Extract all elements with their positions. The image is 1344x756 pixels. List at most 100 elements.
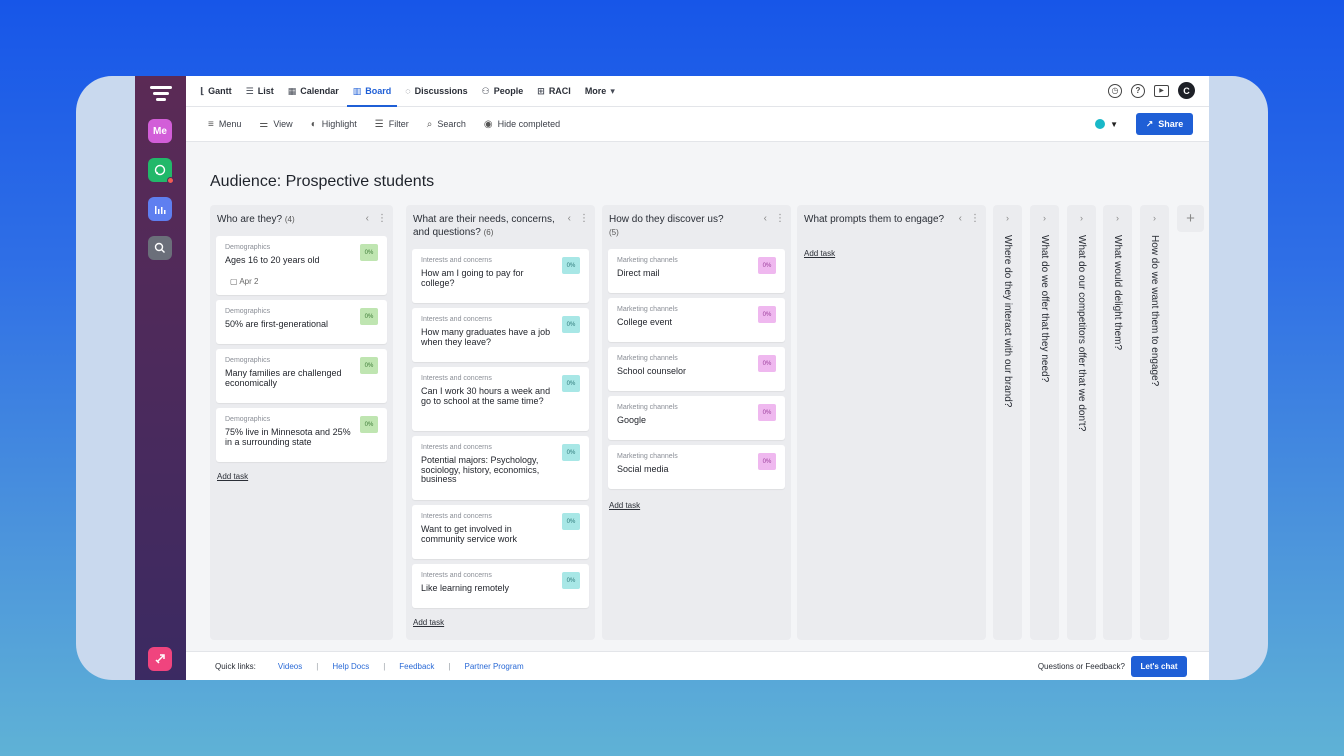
sidebar-chat-button[interactable] <box>148 158 174 184</box>
footer-link-feedback[interactable]: Feedback <box>399 661 435 671</box>
share-button[interactable]: ↗ Share <box>1136 113 1193 135</box>
task-card[interactable]: Interests and concerns Want to get invol… <box>412 505 589 559</box>
topnav-actions: ◷ ? ▶ C <box>1108 82 1195 99</box>
column-header: How do they discover us? (5) <box>609 213 755 239</box>
chevron-right-icon[interactable]: › <box>1153 213 1156 223</box>
collapsed-column[interactable]: › How do we want them to engage? <box>1140 205 1169 640</box>
progress-badge[interactable]: 0% <box>562 257 580 274</box>
footer-link-videos[interactable]: Videos <box>277 661 303 671</box>
progress-badge[interactable]: 0% <box>360 416 378 433</box>
progress-badge[interactable]: 0% <box>758 453 776 470</box>
collapse-icon[interactable]: ‹ <box>958 213 962 224</box>
task-card[interactable]: Interests and concerns How am I going to… <box>412 249 589 303</box>
collapsed-column[interactable]: › What would delight them? <box>1103 205 1132 640</box>
more-options-icon[interactable]: ⋮ <box>970 213 980 224</box>
footer-link-partner-program[interactable]: Partner Program <box>464 661 524 671</box>
add-task-link[interactable]: Add task <box>804 249 836 258</box>
task-card[interactable]: Marketing channels Google 0% <box>608 396 785 440</box>
task-card[interactable]: Marketing channels College event 0% <box>608 298 785 342</box>
chevron-right-icon[interactable]: › <box>1006 213 1009 223</box>
column-header: Who are they? (4) <box>217 213 357 226</box>
progress-badge[interactable]: 0% <box>758 404 776 421</box>
tab-list[interactable]: ☰ List <box>246 76 274 107</box>
timer-icon[interactable]: ◷ <box>1108 83 1122 98</box>
view-button[interactable]: ⚌ View <box>259 119 292 130</box>
video-icon[interactable]: ▶ <box>1154 84 1169 97</box>
sidebar-me-button[interactable]: Me <box>148 119 172 143</box>
tab-raci[interactable]: ⊞ RACI <box>537 76 571 107</box>
menu-button[interactable]: ≡ Menu <box>208 119 241 130</box>
lets-chat-button[interactable]: Let's chat <box>1131 656 1187 677</box>
collapse-icon[interactable]: ‹ <box>763 213 767 224</box>
task-card[interactable]: Demographics Many families are challenge… <box>216 349 387 403</box>
share-label: Share <box>1158 119 1184 129</box>
chevron-right-icon[interactable]: › <box>1043 213 1046 223</box>
screenshot-frame: Me ⌊ Gantt ☰ List ▦ Calendar ▥ Board ◌ <box>76 76 1268 680</box>
more-options-icon[interactable]: ⋮ <box>775 213 785 224</box>
task-card[interactable]: Marketing channels Social media 0% <box>608 445 785 489</box>
collapse-icon[interactable]: ‹ <box>365 213 369 224</box>
sidebar-reports-button[interactable] <box>148 197 172 221</box>
task-card[interactable]: Demographics Ages 16 to 20 years old 0% … <box>216 236 387 295</box>
tab-discussions[interactable]: ◌ Discussions <box>405 76 467 107</box>
add-task-link[interactable]: Add task <box>217 472 249 481</box>
chevron-right-icon[interactable]: › <box>1116 213 1119 223</box>
task-card[interactable]: Interests and concerns Like learning rem… <box>412 564 589 608</box>
app-window: Me ⌊ Gantt ☰ List ▦ Calendar ▥ Board ◌ <box>135 76 1209 680</box>
add-task-link[interactable]: Add task <box>413 618 445 627</box>
card-category: Marketing channels <box>617 355 678 362</box>
chevron-right-icon[interactable]: › <box>1080 213 1083 223</box>
board-icon: ▥ <box>352 85 362 96</box>
sidebar-launch-button[interactable] <box>148 647 172 671</box>
help-icon[interactable]: ? <box>1131 83 1145 98</box>
collapse-icon[interactable]: ‹ <box>567 213 571 224</box>
progress-badge[interactable]: 0% <box>360 244 378 261</box>
tab-board[interactable]: ▥ Board <box>346 76 397 107</box>
column-controls: ‹ ⋮ <box>764 213 785 224</box>
collapsed-column[interactable]: › Where do they interact with our brand? <box>993 205 1022 640</box>
task-card[interactable]: Demographics 75% live in Minnesota and 2… <box>216 408 387 462</box>
tab-gantt[interactable]: ⌊ Gantt <box>200 76 232 107</box>
task-card[interactable]: Interests and concerns How many graduate… <box>412 308 589 362</box>
progress-badge[interactable]: 0% <box>562 513 580 530</box>
progress-badge[interactable]: 0% <box>562 572 580 589</box>
progress-badge[interactable]: 0% <box>562 375 580 392</box>
app-logo-icon[interactable] <box>150 86 172 102</box>
progress-badge[interactable]: 0% <box>758 306 776 323</box>
highlight-button[interactable]: ◐ Highlight <box>311 119 357 130</box>
more-options-icon[interactable]: ⋮ <box>377 213 387 224</box>
divider: | <box>383 661 386 671</box>
task-card[interactable]: Marketing channels Direct mail 0% <box>608 249 785 293</box>
collapsed-column[interactable]: › What do our competitors offer that we … <box>1067 205 1096 640</box>
progress-badge[interactable]: 0% <box>562 316 580 333</box>
share-icon: ↗ <box>1145 118 1154 129</box>
task-card[interactable]: Marketing channels School counselor 0% <box>608 347 785 391</box>
task-card[interactable]: Interests and concerns Potential majors:… <box>412 436 589 500</box>
task-card[interactable]: Demographics 50% are first-generational … <box>216 300 387 344</box>
progress-badge[interactable]: 0% <box>758 355 776 372</box>
tab-more[interactable]: More ▾ <box>585 76 615 107</box>
collapsed-column[interactable]: › What do we offer that they need? <box>1030 205 1059 640</box>
collapsed-column-title: What would delight them? <box>1112 235 1123 351</box>
hamburger-icon: ≡ <box>208 118 214 130</box>
footer-link-help-docs[interactable]: Help Docs <box>332 661 370 671</box>
task-card[interactable]: Interests and concerns Can I work 30 hou… <box>412 367 589 431</box>
search-button[interactable]: ⌕ Search <box>427 119 466 130</box>
tab-people[interactable]: ⚇ People <box>482 76 524 107</box>
add-task-link[interactable]: Add task <box>609 501 641 510</box>
progress-badge[interactable]: 0% <box>360 357 378 374</box>
more-options-icon[interactable]: ⋮ <box>579 213 589 224</box>
color-picker[interactable]: ▼ <box>1095 119 1118 129</box>
add-column-button[interactable]: + <box>1177 205 1204 232</box>
filter-button[interactable]: ☰ Filter <box>375 119 409 130</box>
search-label: Search <box>437 119 466 129</box>
avatar[interactable]: C <box>1178 82 1195 99</box>
tab-calendar[interactable]: ▦ Calendar <box>288 76 339 107</box>
tab-label: Discussions <box>414 86 468 96</box>
progress-badge[interactable]: 0% <box>758 257 776 274</box>
progress-badge[interactable]: 0% <box>360 308 378 325</box>
sliders-icon: ⚌ <box>259 118 269 130</box>
sidebar-search-button[interactable] <box>148 236 172 260</box>
hide-completed-toggle[interactable]: ◉ Hide completed <box>484 119 560 130</box>
progress-badge[interactable]: 0% <box>562 444 580 461</box>
